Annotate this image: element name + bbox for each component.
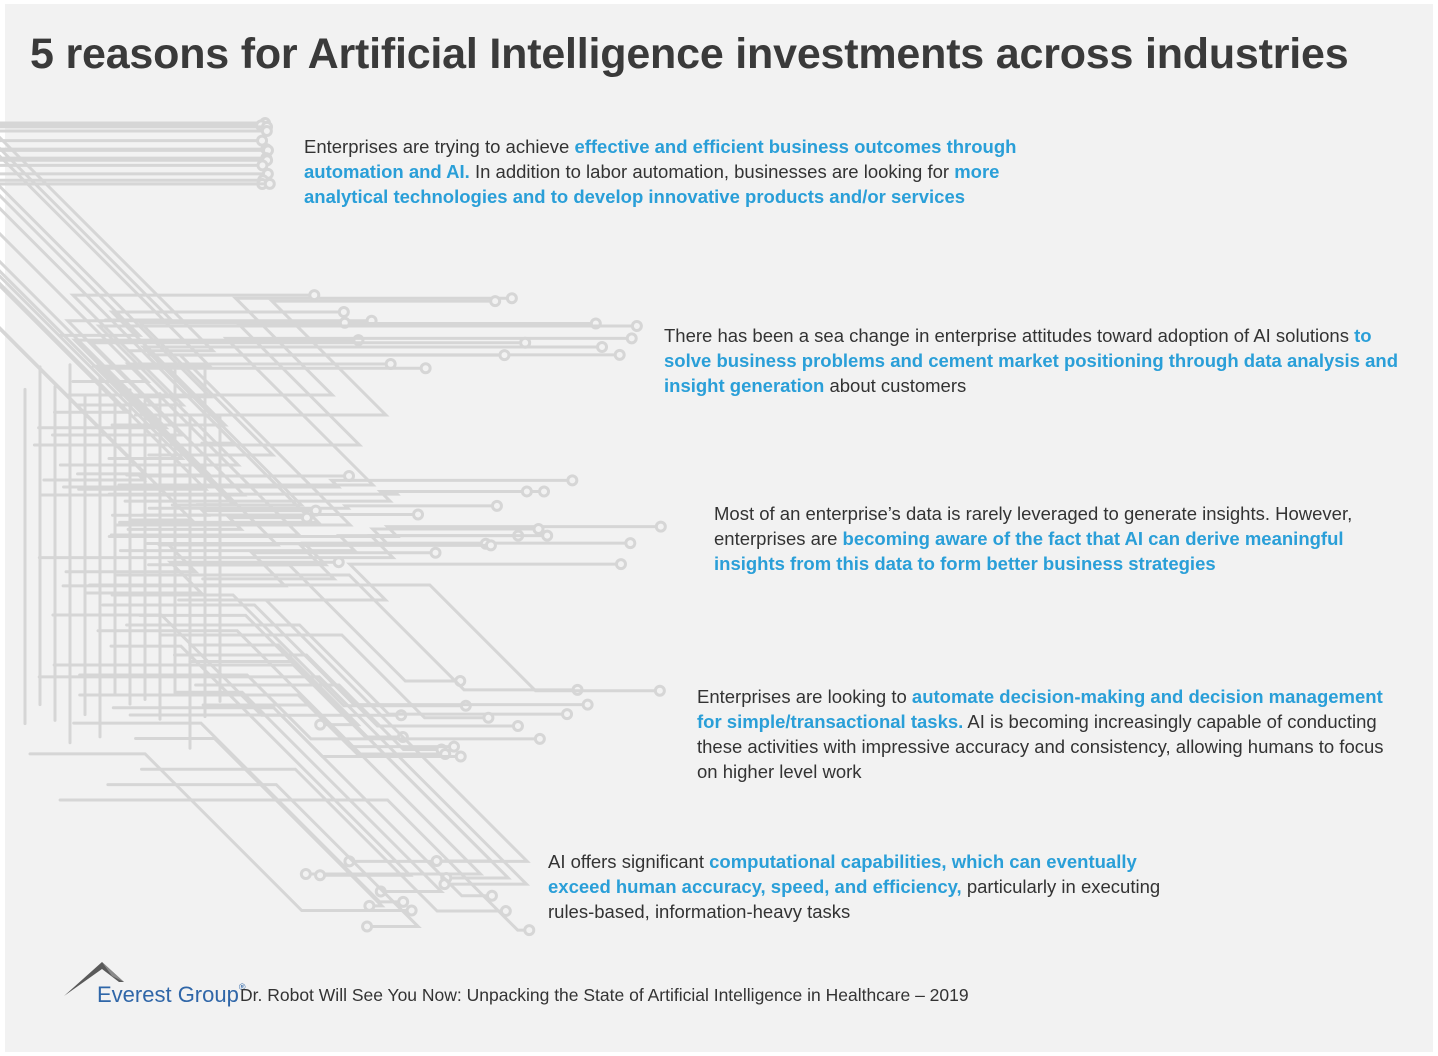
brand-name: Everest Group®	[97, 982, 246, 1007]
highlight-text: more analytical technologies and to deve…	[304, 161, 1000, 207]
mountain-peak-icon	[64, 962, 124, 996]
body-text: Enterprises are looking to	[697, 686, 912, 707]
slide-panel	[5, 4, 1433, 1052]
highlight-text: computational capabilities, which can ev…	[548, 851, 1137, 897]
reason-1: Enterprises are trying to achieve effect…	[304, 134, 1039, 209]
reason-4: Enterprises are looking to automate deci…	[697, 684, 1402, 784]
highlight-text: effective and efficient business outcome…	[304, 136, 1017, 182]
source-citation: Dr. Robot Will See You Now: Unpacking th…	[240, 985, 969, 1005]
reason-2: There has been a sea change in enterpris…	[664, 323, 1409, 398]
reason-3: Most of an enterprise’s data is rarely l…	[714, 501, 1404, 576]
body-text: particularly in executing rules-based, i…	[548, 876, 1161, 922]
body-text: In addition to labor automation, busines…	[469, 161, 955, 182]
registered-mark: ®	[238, 982, 246, 992]
reason-5: AI offers significant computational capa…	[548, 849, 1183, 924]
highlight-text: becoming aware of the fact that AI can d…	[714, 528, 1344, 574]
body-text: AI offers significant	[548, 851, 710, 872]
body-text: There has been a sea change in enterpris…	[664, 325, 1355, 346]
page-title: 5 reasons for Artificial Intelligence in…	[30, 30, 1349, 78]
body-text: about customers	[824, 375, 967, 396]
body-text: AI is becoming increasingly capable of c…	[697, 711, 1384, 782]
highlight-text: to solve business problems and cement ma…	[664, 325, 1399, 396]
body-text: Enterprises are trying to achieve	[304, 136, 575, 157]
highlight-text: automate decision-making and decision ma…	[697, 686, 1383, 732]
body-text: Most of an enterprise’s data is rarely l…	[714, 503, 1353, 549]
footer: Everest Group® Dr. Robot Will See You No…	[62, 960, 1162, 1020]
